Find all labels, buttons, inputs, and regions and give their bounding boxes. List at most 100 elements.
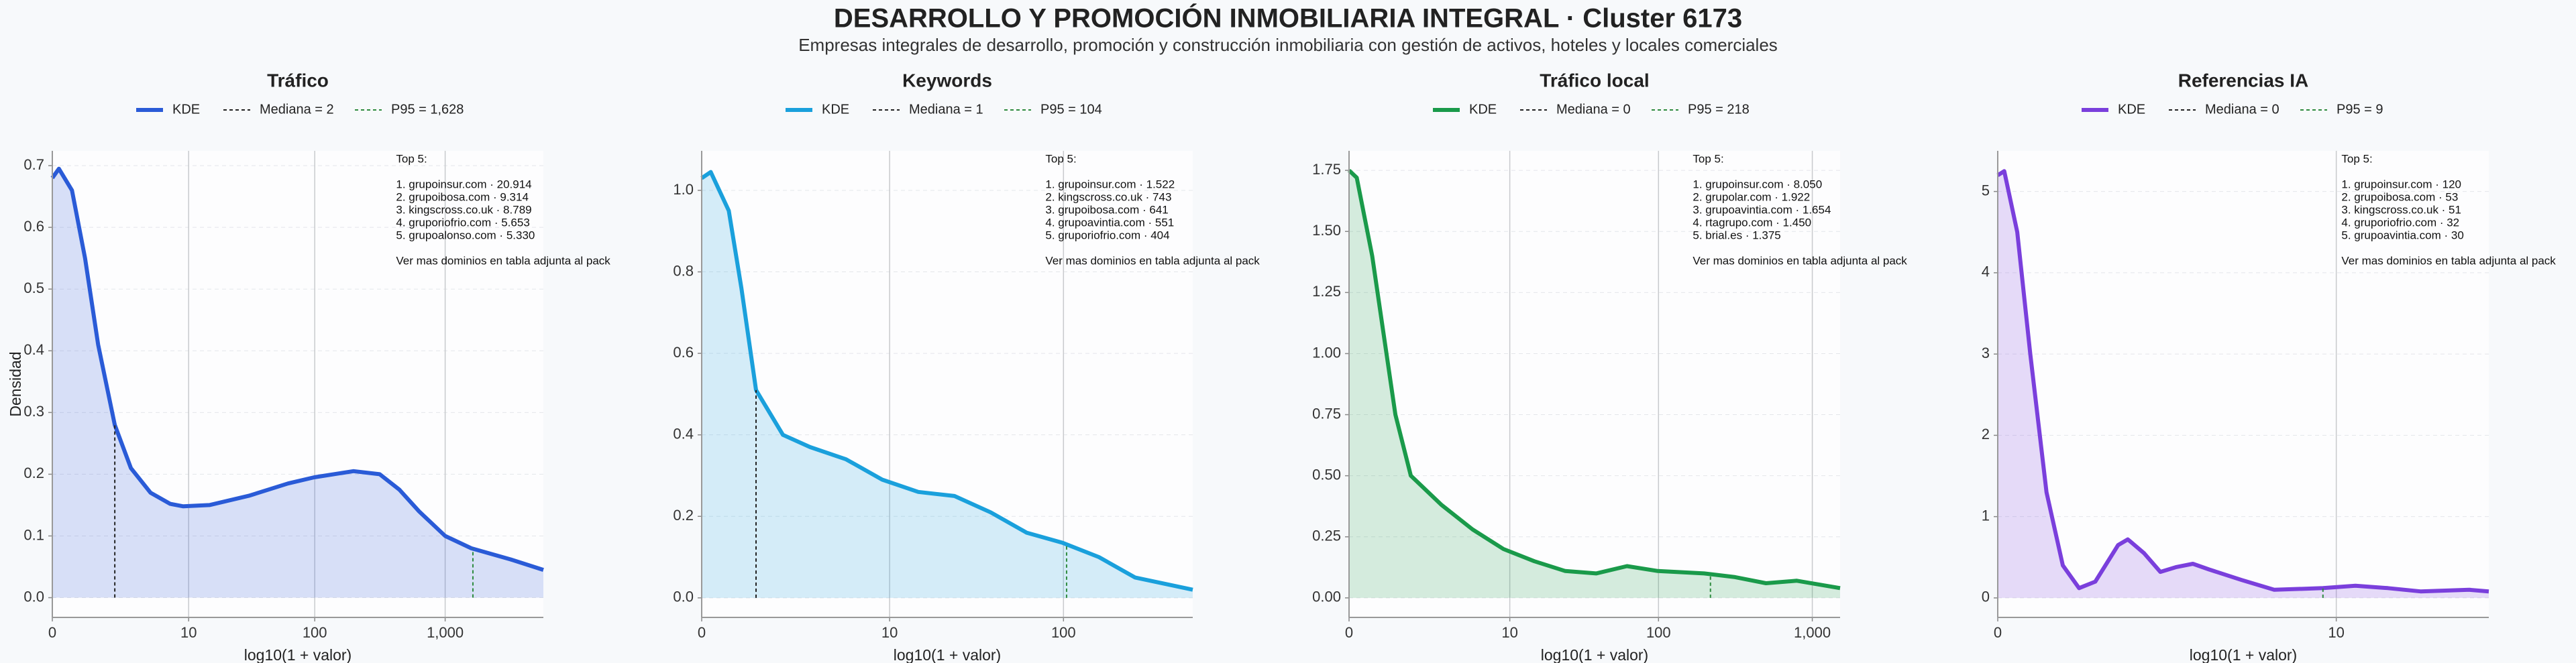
panel: Keywords 0.0 0.2 0.4 0.6 0.8 1.0 0 10 100 log10(1 … [673, 70, 1260, 663]
plot-area [52, 151, 543, 617]
y-axis-label: Densidad [7, 351, 24, 416]
x-axis-label: log10(1 + valor) [894, 646, 1001, 663]
legend-label: KDE [1469, 102, 1497, 117]
x-tick-label: 0 [1994, 624, 2002, 641]
y-tick-label: 1.25 [1312, 283, 1341, 300]
plot-area [1349, 151, 1840, 617]
kde-area [702, 172, 1193, 598]
annotation-line: 1. grupoinsur.com · 120 [2341, 178, 2461, 190]
y-tick-label: 0.50 [1312, 466, 1341, 483]
legend-label: P95 = 1,628 [391, 102, 464, 117]
annotation-line: Ver mas dominios en tabla adjunta al pac… [2341, 254, 2556, 267]
y-tick-label: 4 [1982, 263, 1990, 280]
y-tick-label: 0.1 [23, 526, 44, 543]
kde-line [1996, 169, 2489, 594]
y-tick-label: 0.2 [673, 507, 694, 524]
x-tick-label: 10 [881, 624, 898, 641]
annotation-line: Ver mas dominios en tabla adjunta al pac… [396, 254, 610, 267]
legend-label: KDE [172, 102, 200, 117]
panel: Referencias IA 0 1 2 3 4 5 0 10 log10(1 + valor) K… [1982, 70, 2557, 663]
legend-label: P95 = 9 [2337, 102, 2383, 117]
x-tick-label: 100 [1646, 624, 1671, 641]
x-tick-label: 1,000 [1794, 624, 1831, 641]
plot-area [1998, 151, 2489, 617]
annotation-line: 1. grupoinsur.com · 20.914 [396, 178, 531, 190]
annotation-line: 1. grupoinsur.com · 1.522 [1045, 178, 1175, 190]
annotation-line: 3. grupoibosa.com · 641 [1045, 203, 1168, 216]
y-tick-label: 0.0 [23, 588, 44, 605]
y-tick-label: 0.00 [1312, 589, 1341, 605]
x-tick-label: 100 [1051, 624, 1076, 641]
annotation-line: Ver mas dominios en tabla adjunta al pac… [1045, 254, 1260, 267]
y-tick-label: 0.6 [23, 218, 44, 235]
y-tick-label: 0.4 [673, 425, 694, 442]
x-axis-label: log10(1 + valor) [244, 646, 352, 663]
page-subtitle: Empresas integrales de desarrollo, promo… [798, 35, 1778, 55]
annotation-line: 4. rtagrupo.com · 1.450 [1693, 216, 1811, 229]
annotation-line: Top 5: [396, 152, 427, 165]
legend-label: Mediana = 0 [1556, 102, 1631, 117]
x-axis-label: log10(1 + valor) [1541, 646, 1648, 663]
annotation-line: 3. grupoavintia.com · 1.654 [1693, 203, 1831, 216]
x-tick-label: 10 [2328, 624, 2344, 641]
kde-line [700, 170, 1193, 592]
y-tick-label: 0.0 [673, 589, 694, 605]
y-tick-label: 0.2 [23, 465, 44, 481]
y-tick-label: 0.7 [23, 156, 44, 173]
annotation-line: 4. gruporiofrio.com · 5.653 [396, 216, 529, 229]
x-tick-label: 1,000 [427, 624, 464, 641]
annotation-line: 3. kingscross.co.uk · 51 [2341, 203, 2461, 216]
legend-label: Mediana = 1 [909, 102, 983, 117]
annotation-line: 4. gruporiofrio.com · 32 [2341, 216, 2459, 229]
kde-area [52, 168, 543, 598]
kde-line [1347, 169, 1841, 591]
annotation-line: 1. grupoinsur.com · 8.050 [1693, 178, 1822, 190]
annotation-line: Top 5: [2341, 152, 2372, 165]
legend-label: Mediana = 0 [2205, 102, 2279, 117]
kde-line [50, 166, 544, 572]
annotation-line: 5. brial.es · 1.375 [1693, 229, 1780, 241]
panel-title: Referencias IA [2178, 70, 2309, 91]
kde-area [1349, 170, 1840, 598]
y-tick-label: 3 [1982, 345, 1990, 361]
annotation-line: 2. grupoibosa.com · 53 [2341, 190, 2458, 203]
plot-area [702, 151, 1193, 617]
y-tick-label: 5 [1982, 182, 1990, 198]
annotation-line: 5. grupoalonso.com · 5.330 [396, 229, 535, 241]
annotation-line: 2. grupoibosa.com · 9.314 [396, 190, 529, 203]
kde-area [1998, 171, 2489, 598]
y-tick-label: 1.0 [673, 181, 694, 198]
x-tick-label: 10 [180, 624, 197, 641]
panel-title: Keywords [902, 70, 992, 91]
x-tick-label: 0 [48, 624, 56, 641]
y-tick-label: 1.50 [1312, 222, 1341, 239]
annotation-line: 2. kingscross.co.uk · 743 [1045, 190, 1171, 203]
y-tick-label: 0 [1982, 589, 1990, 605]
x-tick-label: 0 [698, 624, 706, 641]
y-tick-label: 1 [1982, 507, 1990, 524]
legend-label: P95 = 104 [1040, 102, 1102, 117]
y-tick-label: 0.5 [23, 280, 44, 296]
y-tick-label: 0.4 [23, 341, 44, 358]
page-title: DESARROLLO Y PROMOCIÓN INMOBILIARIA INTE… [834, 3, 1742, 34]
panel: Tráfico local 0.00 0.25 0.50 0.75 1.00 1.25 1.5… [1312, 70, 1907, 663]
x-tick-label: 10 [1501, 624, 1517, 641]
x-tick-label: 100 [303, 624, 327, 641]
panel-title: Tráfico [267, 70, 329, 91]
y-tick-label: 0.3 [23, 403, 44, 420]
y-tick-label: 1.75 [1312, 161, 1341, 178]
annotation-line: 4. grupoavintia.com · 551 [1045, 216, 1174, 229]
legend-label: KDE [822, 102, 849, 117]
panel: Tráfico 0.0 0.1 0.2 0.3 0.4 0.5 0.6 0.7 0 10 100 1,0… [7, 70, 610, 663]
annotation-line: 5. gruporiofrio.com · 404 [1045, 229, 1169, 241]
annotation-line: 3. kingscross.co.uk · 8.789 [396, 203, 531, 216]
y-tick-label: 0.25 [1312, 528, 1341, 544]
annotation-line: Top 5: [1693, 152, 1723, 165]
y-tick-label: 0.75 [1312, 405, 1341, 422]
legend-label: Mediana = 2 [260, 102, 334, 117]
panel-title: Tráfico local [1540, 70, 1649, 91]
x-axis-label: log10(1 + valor) [2190, 646, 2297, 663]
y-tick-label: 0.8 [673, 262, 694, 279]
annotation-line: 5. grupoavintia.com · 30 [2341, 229, 2463, 241]
